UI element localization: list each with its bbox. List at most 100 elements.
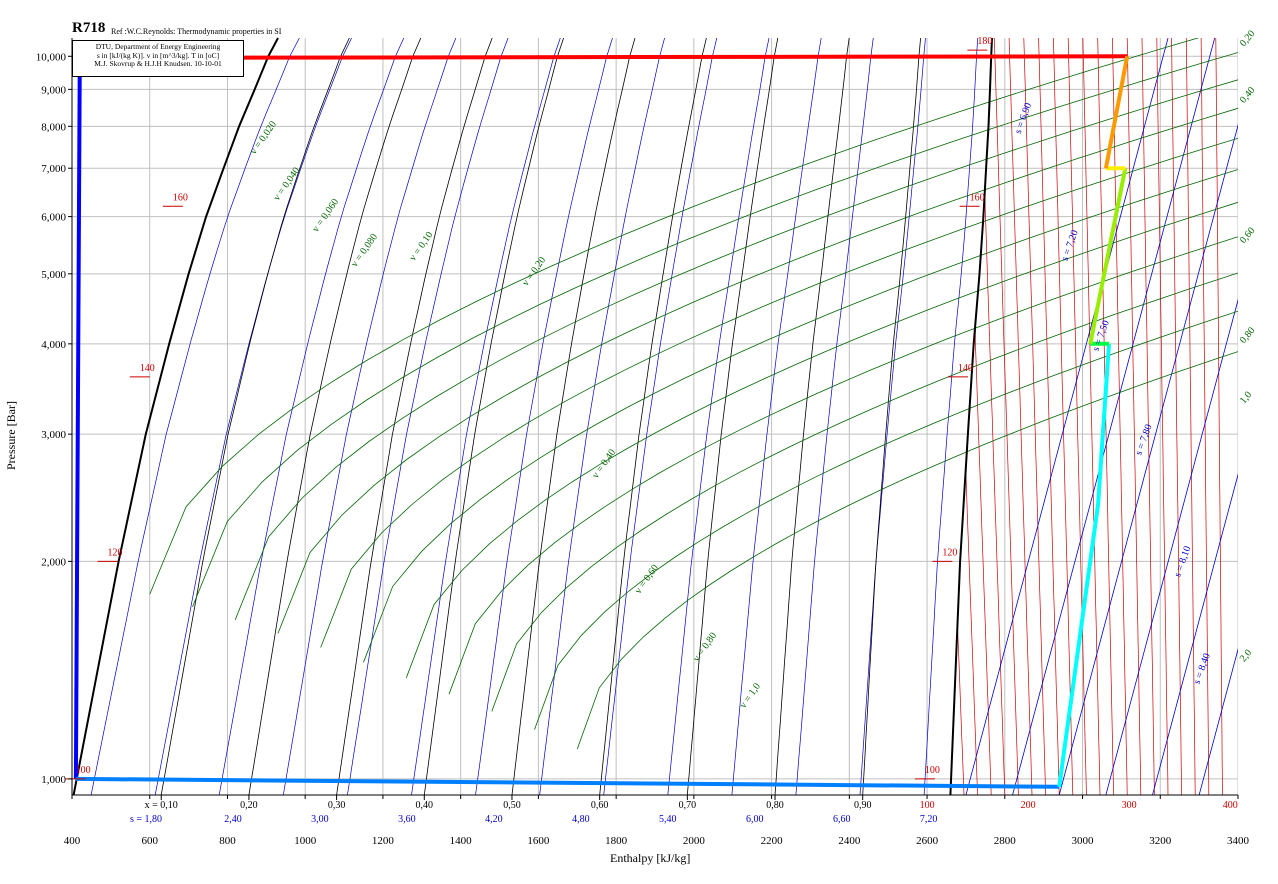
saturated-liquid-line [72,37,279,796]
quality-line [774,38,850,795]
isotherm-line [1185,38,1196,795]
y-tick-label: 10,000 [36,51,67,63]
isentrope-line [154,38,352,795]
isotherm-line [1082,38,1101,795]
x-tick-label: 1200 [372,835,395,847]
quality-label: 0,30 [328,800,346,811]
isentrope-line [475,38,613,795]
quality-line [599,38,707,795]
y-axis-label: Pressure [Bar] [4,401,18,470]
isochore-label: v = 0,20 [520,255,548,288]
entropy-label: s = 1,80 [130,814,162,825]
quality-line [686,38,779,795]
isochore-label: v = 0,080 [349,232,380,270]
isentrope-line [1105,298,1238,795]
isotherm-label: 180 [977,36,992,47]
entropy-label: 3,00 [311,814,329,825]
isochore-label: v = 0,60 [633,563,661,596]
quality-label: 0,20 [240,800,258,811]
saturation-dome [72,37,993,796]
isentrope-line [965,38,1169,795]
isentrope-line [347,38,509,795]
quality-line [160,38,350,795]
info-line-3: M.J. Skovrup & H.J.H Knudsen. 10-10-01 [94,59,222,69]
isotherm-line [1023,38,1046,795]
info-box: DTU, Department of Energy Engineering s … [72,40,244,77]
y-tick-label: 7,000 [41,163,66,175]
y-tick-label: 2,000 [41,556,66,568]
isochore-line [149,38,1200,595]
y-tick-label: 4,000 [41,339,66,351]
x-axis-label: Enthalpy [kJ/kg] [610,851,691,865]
quality-label: 0,80 [766,800,784,811]
cycle-segment-3 [75,776,1060,789]
entropy-label: 6,60 [833,814,851,825]
isentrope-line [795,38,874,795]
x-tick-label: 2600 [916,835,939,847]
quality-label: x = 0,10 [145,800,178,811]
isochore-right-label: 0,60 [1238,225,1258,245]
quality-label: 0,50 [503,800,521,811]
quality-label: 0,90 [854,800,872,811]
isotherm-label: 160 [970,192,985,203]
isochore-line [192,52,1238,608]
quality-label: 0,60 [591,800,609,811]
y-tick-label: 9,000 [41,84,66,96]
isotherm-line [1126,38,1142,795]
isochore-line [234,79,1238,620]
isotherm-label: 100 [76,765,91,776]
isochore-line [576,351,1238,750]
quality-label: 0,40 [416,800,434,811]
x-tick-label: 1000 [294,835,317,847]
chart-title: R718 [72,20,106,36]
x-tick-label: 2800 [994,835,1017,847]
cycle-segment-1 [79,54,1128,60]
axes: 1,000 2,000 3,000 4,000 5,000 6,000 7,000 8,000… [36,38,1250,847]
x-tick-label: 600 [141,835,158,847]
curve-labels: 100 120 140 160 180 100 120 140 160 v = 0,020 v = … [65,28,1258,780]
isotherm-label: 100 [925,765,940,776]
y-tick-label: 6,000 [41,212,66,224]
isentrope-line [1198,647,1238,795]
x-tick-label: 2200 [761,835,784,847]
entropy-label: 4,80 [572,814,590,825]
isotherm-line [1171,38,1182,795]
isotherm-line [1200,38,1210,795]
entropy-label: 4,20 [485,814,503,825]
isotherm-label: 120 [108,547,123,558]
quality-line [423,38,564,795]
isochore-line [448,236,1238,695]
isentrope-line [859,38,926,795]
isotherm-line [1067,38,1087,795]
y-tick-label: 1,000 [41,774,66,786]
isentrope-line [1152,473,1238,795]
isentrope-line [667,38,770,795]
isentrope-line [90,38,300,795]
cycle-series [73,54,1130,789]
isentrope-label: s = 8,40 [1192,652,1213,686]
isotherm-line [974,38,993,795]
isotherm-line [1112,38,1128,795]
y-tick-label: 5,000 [41,269,66,281]
entropy-label: 6,00 [746,814,764,825]
isentrope-line [1058,123,1238,795]
saturated-vapor-line [949,37,993,796]
isochore-label: v = 0,020 [248,119,279,157]
isentrope-line [218,38,405,795]
isentrope-line [1012,38,1216,795]
isochore-label: v = 0,060 [310,197,341,235]
x-tick-label: 1400 [450,835,473,847]
entropy-label: 5,40 [659,814,677,825]
isochore-line [534,310,1238,730]
isochore-line [363,169,1238,663]
isochore-right-label: 0,20 [1238,28,1258,48]
x-tick-label: 3000 [1072,835,1095,847]
quality-line [248,38,422,795]
info-line-2: s in [kJ/(kg K)]. v in [m^3/kg]. T in [o… [96,50,220,60]
y-tick-label: 8,000 [41,121,66,133]
isentrope-line [923,38,979,795]
isochore-line [405,201,1238,678]
x-tick-label: 800 [219,835,236,847]
cycle-segment-8 [1103,55,1130,169]
